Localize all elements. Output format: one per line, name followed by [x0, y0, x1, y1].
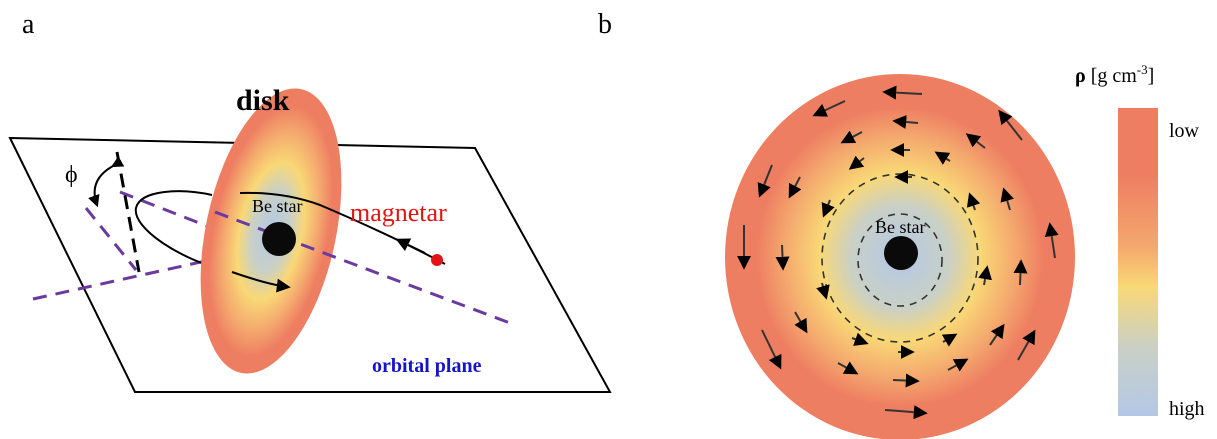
magnetar-label: magnetar	[350, 198, 447, 227]
flow-arrow	[1044, 222, 1059, 259]
disk-label: disk	[236, 84, 290, 117]
orbital-plane-label: orbital plane	[372, 355, 482, 377]
phi-label: ϕ	[65, 162, 78, 188]
colorbar-title-exp: -3	[1137, 62, 1148, 77]
be-star-label-b: Be star	[875, 217, 925, 237]
panel-a-label: a	[22, 9, 35, 40]
colorbar-title: ρ [g cm-3]	[1075, 62, 1154, 87]
line-of-nodes-left	[32, 258, 211, 301]
flow-arrow	[816, 282, 830, 300]
flow-arrow	[947, 358, 969, 372]
flow-arrow	[821, 199, 835, 218]
colorbar-title-symbol: ρ	[1075, 65, 1086, 87]
panel-a: a ϕ Be star magnetar disk orbital	[8, 9, 612, 393]
flow-arrow	[794, 311, 808, 334]
be-star-a	[262, 222, 296, 256]
flow-arrow	[848, 155, 865, 170]
flow-arrow	[1017, 329, 1036, 361]
flow-arrow	[757, 164, 773, 198]
flow-arrow	[1000, 187, 1014, 211]
flow-arrow	[1013, 259, 1028, 286]
orbit-back	[134, 190, 231, 273]
flow-arrow	[840, 130, 863, 144]
colorbar-title-close: ]	[1148, 65, 1155, 87]
line-of-apsides	[214, 210, 511, 325]
flow-ring-1	[857, 213, 943, 307]
orbit-right-arrow	[395, 238, 426, 254]
flow-arrow	[884, 405, 928, 420]
flow-arrow	[941, 333, 958, 347]
magnetar-dot	[431, 254, 443, 266]
flow-arrow	[989, 323, 1005, 346]
flow-arrows	[737, 85, 1059, 420]
panel-b-label: b	[598, 9, 612, 40]
panel-b: b	[598, 9, 1205, 439]
flow-arrow	[812, 100, 846, 117]
flow-arrow	[882, 85, 923, 100]
flow-arrow	[892, 114, 919, 129]
flow-arrow	[761, 329, 782, 370]
flow-arrow	[892, 373, 920, 388]
be-star-label-a: Be star	[252, 196, 302, 216]
flow-arrow	[965, 133, 986, 149]
flow-arrow	[788, 176, 802, 199]
flow-arrow	[966, 192, 981, 211]
flow-arrow	[998, 109, 1023, 141]
be-star-b	[884, 236, 918, 270]
colorbar-high-label: high	[1169, 398, 1205, 420]
colorbar	[1118, 108, 1158, 416]
colorbar-low-label: low	[1169, 120, 1200, 142]
tilted-axis-dashed	[84, 207, 138, 271]
colorbar-title-unit: [g cm	[1086, 65, 1138, 87]
flow-arrow	[837, 361, 859, 375]
normal-axis-dashed	[115, 151, 141, 273]
flow-arrow	[978, 265, 992, 286]
orbit-front	[231, 271, 291, 293]
phi-angle-arrow	[88, 156, 125, 208]
flow-arrow	[851, 332, 869, 346]
flow-arrow	[934, 151, 951, 165]
flow-arrow	[775, 244, 790, 271]
